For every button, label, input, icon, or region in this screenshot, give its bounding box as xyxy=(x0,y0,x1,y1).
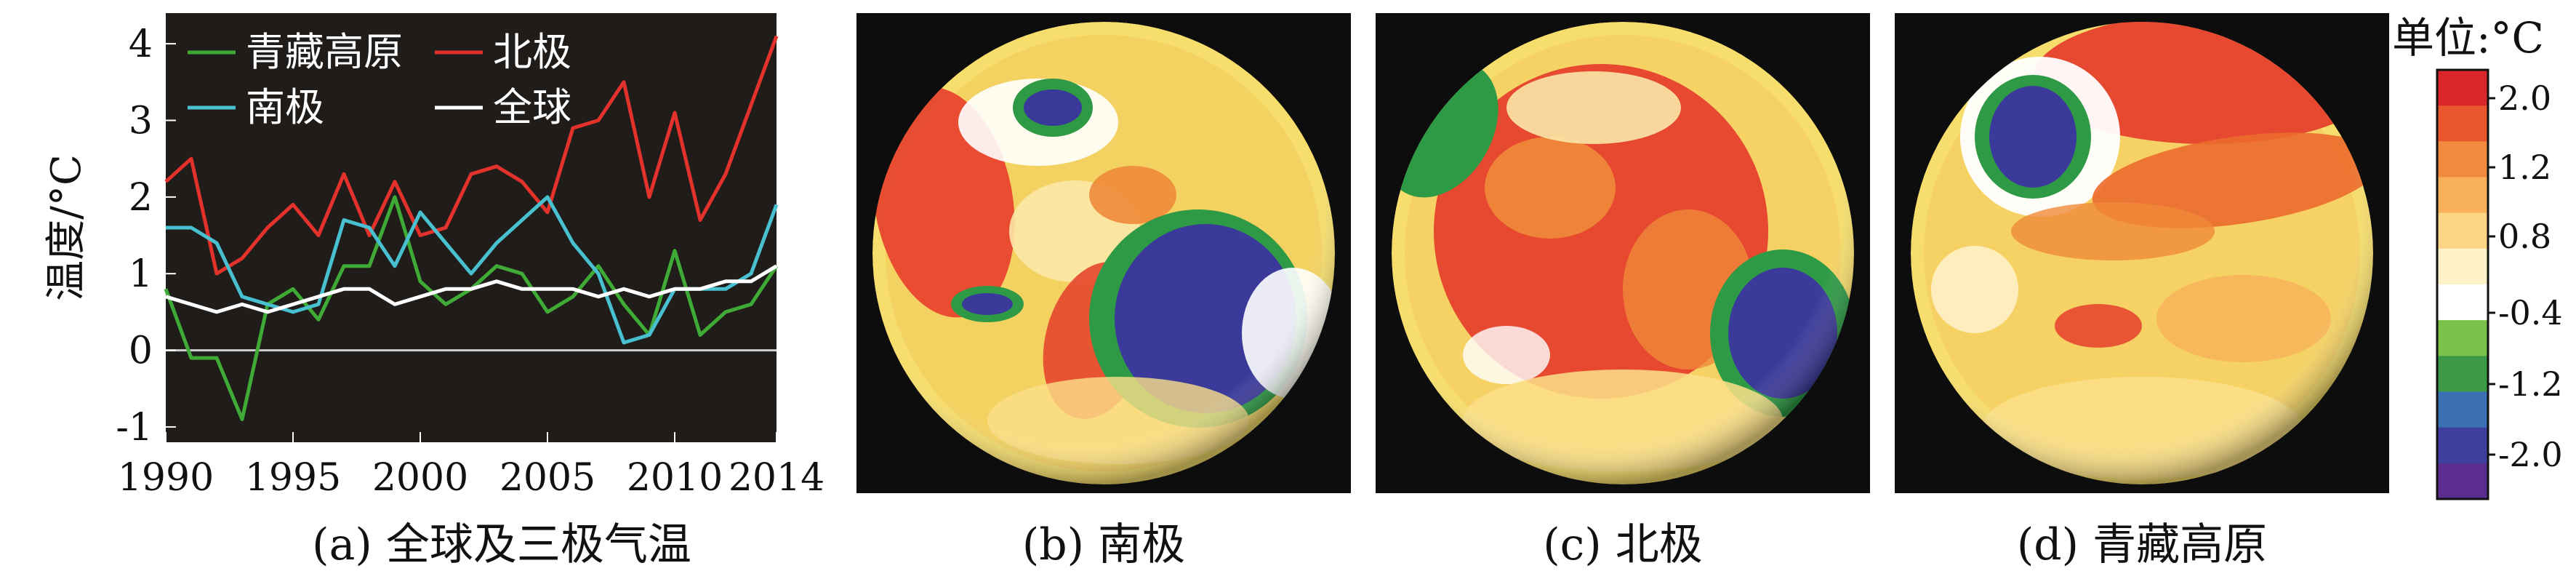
panel-a: -1 0 1 2 3 4 1990 1995 2000 2005 2010 2014 温度/°C 青藏高原… xyxy=(0,0,843,576)
panel-c xyxy=(1376,13,1870,493)
colorbar-swatch xyxy=(2437,248,2488,285)
x-tick-label: 2010 xyxy=(627,456,723,500)
globe-antarctic xyxy=(856,13,1351,493)
series-line-1 xyxy=(164,35,779,276)
y-tick-label: 1 xyxy=(129,252,153,296)
x-tick-label: 1995 xyxy=(245,456,341,500)
colorbar-tick-label: -2.0 xyxy=(2498,435,2563,474)
globe-shading xyxy=(1911,22,2373,484)
colorbar-swatch xyxy=(2437,356,2488,392)
y-tick-label: 4 xyxy=(129,23,153,66)
colorbar-border xyxy=(2436,68,2489,500)
caption-c: (c) 北极 xyxy=(1543,519,1703,570)
y-tick-label: -1 xyxy=(116,406,153,450)
colorbar-swatch xyxy=(2437,427,2488,464)
colorbar-tick-label: 2.0 xyxy=(2498,79,2551,118)
colorbar-swatch xyxy=(2437,284,2488,321)
x-tick-label: 2014 xyxy=(729,456,824,500)
x-tick-label: 2000 xyxy=(372,456,468,500)
colorbar-swatch xyxy=(2437,391,2488,428)
globe-tibetan-plateau xyxy=(1895,13,2389,493)
colorbar-swatch xyxy=(2437,212,2488,249)
colorbar-tick-label: -1.2 xyxy=(2498,364,2563,404)
panel-b xyxy=(856,13,1351,493)
y-tick-label: 0 xyxy=(129,330,153,373)
globe-shading xyxy=(872,22,1335,484)
legend-label: 青藏高原 xyxy=(246,29,403,75)
plot-background xyxy=(166,13,777,442)
colorbar-swatch xyxy=(2437,320,2488,356)
line-chart: -1 0 1 2 3 4 1990 1995 2000 2005 2010 2014 温度/°C 青藏高原… xyxy=(43,13,824,500)
colorbar-swatch xyxy=(2437,105,2488,142)
legend-label: 全球 xyxy=(493,84,571,130)
x-tick-label: 1990 xyxy=(118,456,214,500)
x-tick-label: 2005 xyxy=(499,456,595,500)
colorbar: 单位:°C 2.0 1.2 0.8 -0.4 -1.2 -2.0 xyxy=(2392,0,2576,509)
colorbar-swatch xyxy=(2437,141,2488,177)
colorbar-tick-label: 0.8 xyxy=(2498,217,2551,256)
globe-shading xyxy=(1392,22,1854,484)
legend-label: 南极 xyxy=(246,84,324,130)
series-line-3 xyxy=(165,264,778,314)
legend-label: 北极 xyxy=(493,29,571,75)
y-axis-label: 温度/°C xyxy=(43,154,90,301)
y-tick-label: 2 xyxy=(129,176,153,220)
colorbar-swatch xyxy=(2437,177,2488,214)
globe-arctic xyxy=(1376,13,1870,493)
caption-b: (b) 南极 xyxy=(1022,519,1186,570)
y-tick-label: 3 xyxy=(129,100,153,143)
caption-d: (d) 青藏高原 xyxy=(2016,519,2268,570)
colorbar-tick-label: -0.4 xyxy=(2498,293,2563,332)
colorbar-swatch xyxy=(2437,463,2488,500)
colorbar-title: 单位:°C xyxy=(2392,13,2544,63)
colorbar-swatch xyxy=(2437,70,2488,106)
colorbar-svg: 单位:°C 2.0 1.2 0.8 -0.4 -1.2 -2.0 xyxy=(2392,13,2563,500)
colorbar-tick-label: 1.2 xyxy=(2498,148,2551,187)
caption-a: (a) 全球及三极气温 xyxy=(312,519,691,570)
panel-d xyxy=(1895,13,2389,493)
